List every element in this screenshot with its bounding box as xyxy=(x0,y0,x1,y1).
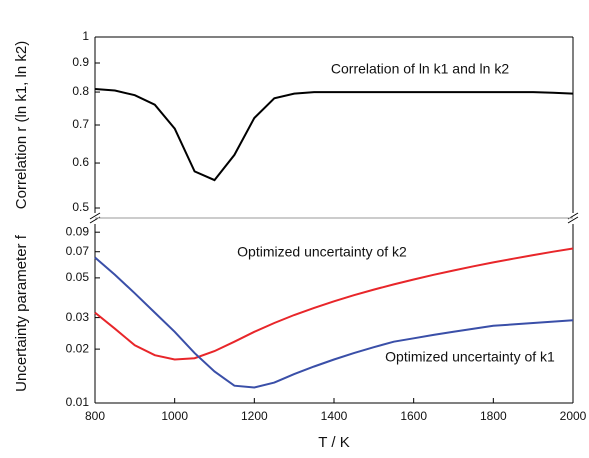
x-tick-label: 1400 xyxy=(321,409,348,423)
x-tick-label: 800 xyxy=(85,409,105,423)
series-label: Optimized uncertainty of k1 xyxy=(385,349,555,365)
y-tick-label: 0.6 xyxy=(72,155,89,169)
break-mark xyxy=(89,212,101,220)
line-series xyxy=(94,256,574,389)
y-tick-label: 1 xyxy=(82,29,89,43)
y-axis-label: Uncertainty parameter f xyxy=(13,234,30,392)
x-axis-label: T / K xyxy=(318,434,349,451)
x-tick-label: 1000 xyxy=(161,409,188,423)
x-tick-label: 2000 xyxy=(560,409,587,423)
y-tick-label: 0.03 xyxy=(66,310,90,324)
series-label: Optimized uncertainty of k2 xyxy=(237,244,407,260)
y-tick-label: 0.05 xyxy=(66,270,90,284)
axis-break xyxy=(89,212,579,224)
y-tick-label: 0.09 xyxy=(66,224,90,238)
y-tick-label: 0.01 xyxy=(66,395,90,409)
y-tick-label: 0.7 xyxy=(72,117,89,131)
break-mark xyxy=(567,216,579,224)
y-axis-label: Correlation r (ln k1, ln k2) xyxy=(13,41,30,209)
line-series xyxy=(94,88,574,182)
x-tick-label: 1200 xyxy=(241,409,268,423)
y-tick-label: 0.8 xyxy=(72,84,89,98)
y-tick-label: 0.07 xyxy=(66,244,90,258)
x-tick-label: 1800 xyxy=(480,409,507,423)
x-tick-label: 1600 xyxy=(400,409,427,423)
series-label: Correlation of ln k1 and ln k2 xyxy=(331,61,509,77)
y-tick-label: 0.5 xyxy=(72,200,89,214)
y-tick-label: 0.9 xyxy=(72,55,89,69)
y-tick-label: 0.02 xyxy=(66,341,90,355)
line-series xyxy=(94,247,574,361)
